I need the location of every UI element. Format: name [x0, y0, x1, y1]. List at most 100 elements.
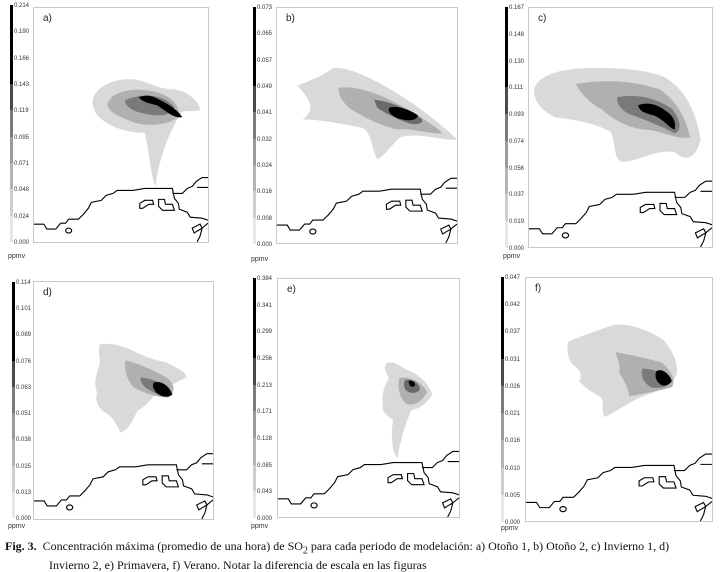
colorbar-segment — [12, 465, 15, 492]
colorbar-segment — [253, 438, 256, 465]
colorbar-segment — [253, 358, 256, 385]
colorbar-tick-label: 0.166 — [14, 55, 30, 62]
colorbar-tick-label: 0.119 — [14, 108, 29, 115]
colorbar-tick-label: 0.048 — [14, 187, 30, 194]
colorbar-tick-label: 0.047 — [505, 275, 521, 281]
map-frame: d) — [33, 281, 214, 520]
colorbar-tick-label: 0.095 — [14, 134, 30, 141]
colorbar-tick-label: 0.167 — [509, 5, 525, 11]
colorbar-tick-label: 0.101 — [16, 306, 32, 313]
colorbar-tick-label: 0.063 — [16, 384, 32, 391]
colorbar-tick-label: 0.384 — [257, 276, 273, 282]
colorbar-tick-label: 0.000 — [16, 516, 32, 522]
colorbar-segment — [505, 221, 508, 249]
concentration-map — [278, 362, 459, 517]
map-frame: f) — [525, 277, 713, 522]
colorbar-segment — [505, 87, 508, 115]
concentration-contour-level-3 — [124, 95, 175, 116]
panel-label: d) — [43, 287, 52, 298]
colorbar-segment — [505, 167, 508, 195]
colorbar-segment — [505, 140, 508, 168]
colorbar — [505, 7, 508, 249]
colorbar-unit-label: ppmv — [503, 253, 521, 260]
colorbar-segment — [12, 386, 15, 414]
colorbar-tick-label: 0.024 — [14, 213, 30, 220]
colorbar-segment — [10, 31, 13, 58]
colorbar-tick-label: 0.128 — [257, 436, 273, 442]
colorbar-segment — [10, 5, 13, 32]
concentration-map — [34, 79, 208, 242]
colorbar-tick-label: 0.042 — [505, 302, 521, 309]
colorbar-segment — [12, 282, 15, 309]
colorbar-tick-label: 0.213 — [257, 382, 273, 389]
colorbar-tick-label: 0.190 — [14, 29, 30, 36]
colorbar-segment — [10, 83, 13, 111]
colorbar-segment — [253, 491, 256, 519]
colorbar-segment — [253, 384, 256, 412]
caption-text-1: Concentración máxima (promedio de una ho… — [42, 539, 303, 553]
colorbar-tick-label: 0.037 — [509, 192, 525, 199]
concentration-contour-level-4 — [152, 382, 173, 397]
colorbar-unit-label: ppmv — [251, 523, 269, 530]
colorbar-tick-label: 0.299 — [257, 329, 273, 336]
colorbar-tick-label: 0.037 — [505, 329, 521, 336]
coastline — [529, 181, 712, 247]
colorbar-tick-label: 0.130 — [509, 58, 525, 65]
colorbar-tick-label: 0.111 — [509, 85, 524, 92]
map-frame: c) — [528, 7, 713, 248]
coastline — [526, 454, 712, 521]
colorbar-unit-label: ppmv — [8, 523, 26, 530]
colorbar-segment — [12, 413, 15, 440]
colorbar-tick-label: 0.026 — [505, 383, 521, 390]
colorbar-tick-label: 0.341 — [257, 302, 273, 309]
colorbar-tick-label: 0.148 — [509, 31, 525, 38]
caption-text-2: para cada periodo de modelación: a) Otoñ… — [307, 539, 670, 553]
colorbar-segment — [12, 491, 15, 518]
map-frame: a) — [33, 7, 209, 243]
coastline — [277, 178, 457, 243]
colorbar-tick-label: 0.021 — [505, 411, 521, 418]
colorbar-segment — [253, 191, 256, 218]
colorbar-segment — [12, 334, 15, 361]
colorbar — [501, 277, 504, 522]
colorbar-tick-label: 0.025 — [16, 463, 32, 470]
concentration-contour-level-3 — [617, 95, 680, 134]
concentration-map — [529, 68, 712, 247]
colorbar-segment — [253, 59, 256, 86]
concentration-contour-level-1 — [382, 362, 433, 458]
colorbar-segment — [253, 33, 256, 60]
colorbar-tick-label: 0.074 — [509, 138, 525, 145]
colorbar — [10, 5, 13, 242]
colorbar-segment — [501, 467, 504, 495]
colorbar-segment — [505, 7, 508, 34]
concentration-contour-level-4 — [388, 107, 419, 121]
colorbar-tick-label: 0.256 — [257, 356, 273, 362]
colorbar-segment — [253, 411, 256, 439]
colorbar-segment — [501, 385, 504, 414]
colorbar-segment — [505, 194, 508, 222]
colorbar-segment — [501, 440, 504, 468]
colorbar-segment — [505, 33, 508, 61]
colorbar-tick-label: 0.038 — [16, 437, 32, 444]
panel-label: c) — [538, 13, 547, 24]
colorbar-unit-label: ppmv — [8, 253, 26, 260]
colorbar-tick-label: 0.024 — [257, 163, 273, 169]
colorbar-unit-label: ppmv — [501, 525, 519, 532]
colorbar-segment — [501, 304, 504, 332]
colorbar-segment — [10, 162, 13, 190]
colorbar-tick-label: 0.016 — [505, 438, 521, 445]
colorbar-tick-label: 0.085 — [257, 462, 273, 469]
colorbar-tick-label: 0.089 — [16, 332, 32, 339]
colorbar-tick-label: 0.071 — [14, 161, 30, 167]
colorbar-segment — [501, 277, 504, 305]
caption-subscript: 2 — [302, 545, 308, 557]
colorbar-segment — [12, 439, 15, 466]
colorbar-tick-label: 0.010 — [505, 465, 521, 472]
colorbar-segment — [253, 164, 256, 192]
colorbar-segment — [501, 331, 504, 359]
colorbar-tick-label: 0.073 — [257, 5, 273, 11]
colorbar-tick-label: 0.214 — [14, 3, 30, 9]
colorbar-segment — [501, 413, 504, 441]
concentration-contour-level-4 — [408, 380, 415, 387]
colorbar-segment — [253, 278, 256, 305]
